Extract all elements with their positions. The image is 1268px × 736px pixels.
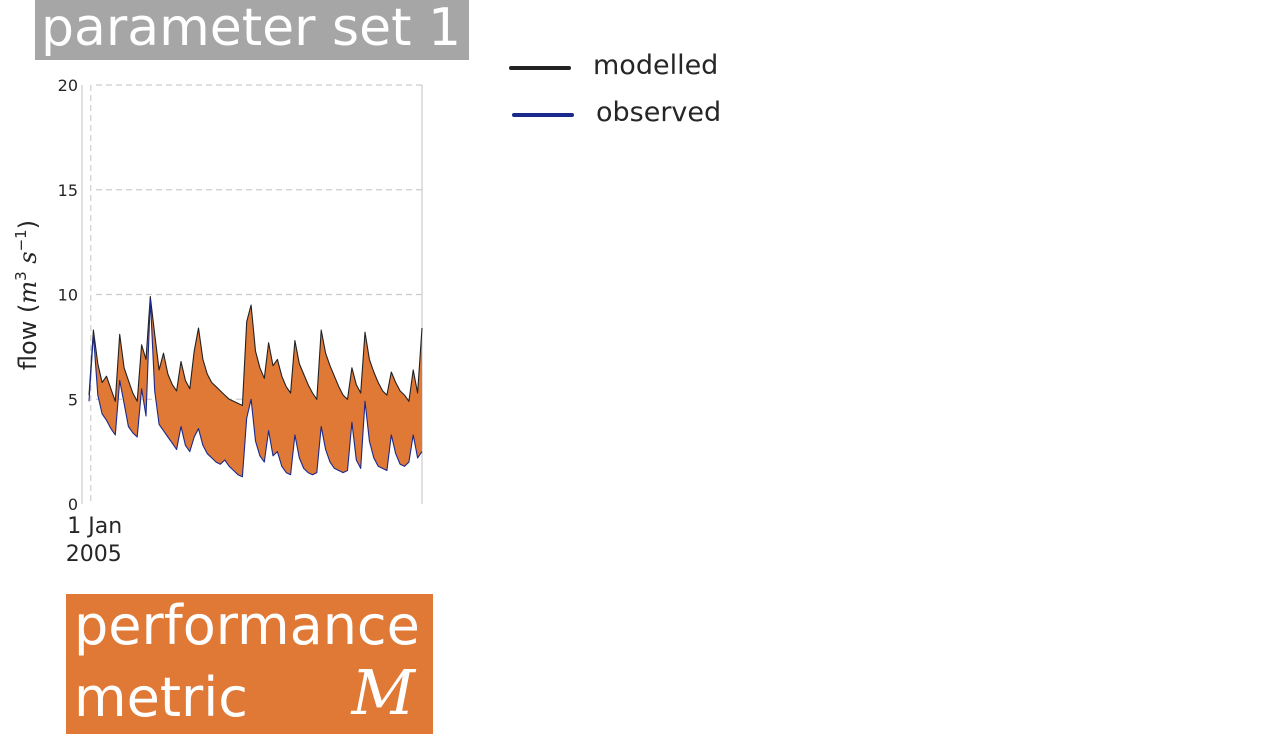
y-tick-label: 10 [58, 286, 78, 305]
parameter-set-title: parameter set 1 [35, 0, 469, 60]
metric-label-line1: performance [74, 594, 420, 657]
series-line-observed [88, 298, 423, 478]
legend-swatch-modelled [509, 66, 571, 70]
chart-fill-area [89, 296, 422, 477]
series-line-modelled [88, 296, 423, 407]
area-between-series [89, 296, 422, 477]
x-tick-label-day: 1 Jan [67, 514, 122, 539]
metric-label-line2: metric [74, 666, 248, 729]
performance-metric-box: performance metric M [66, 594, 433, 734]
legend-label-modelled: modelled [593, 50, 719, 81]
metric-symbol: M [351, 656, 415, 729]
flow-chart: 0 5 10 15 20 1 Jan 2005 flow (m3 s−1) [12, 76, 423, 567]
legend-label-observed: observed [596, 97, 722, 128]
y-axis-label: flow (m3 s−1) [12, 220, 42, 370]
y-tick-label: 20 [58, 76, 78, 95]
x-tick-label-year: 2005 [66, 542, 122, 567]
chart-series [88, 296, 423, 478]
y-tick-label: 5 [68, 390, 78, 409]
y-tick-label: 0 [68, 495, 78, 514]
chart-tick-labels: 0 5 10 15 20 1 Jan 2005 [58, 76, 123, 567]
legend-swatch-observed [512, 113, 574, 117]
y-tick-label: 15 [58, 181, 78, 200]
